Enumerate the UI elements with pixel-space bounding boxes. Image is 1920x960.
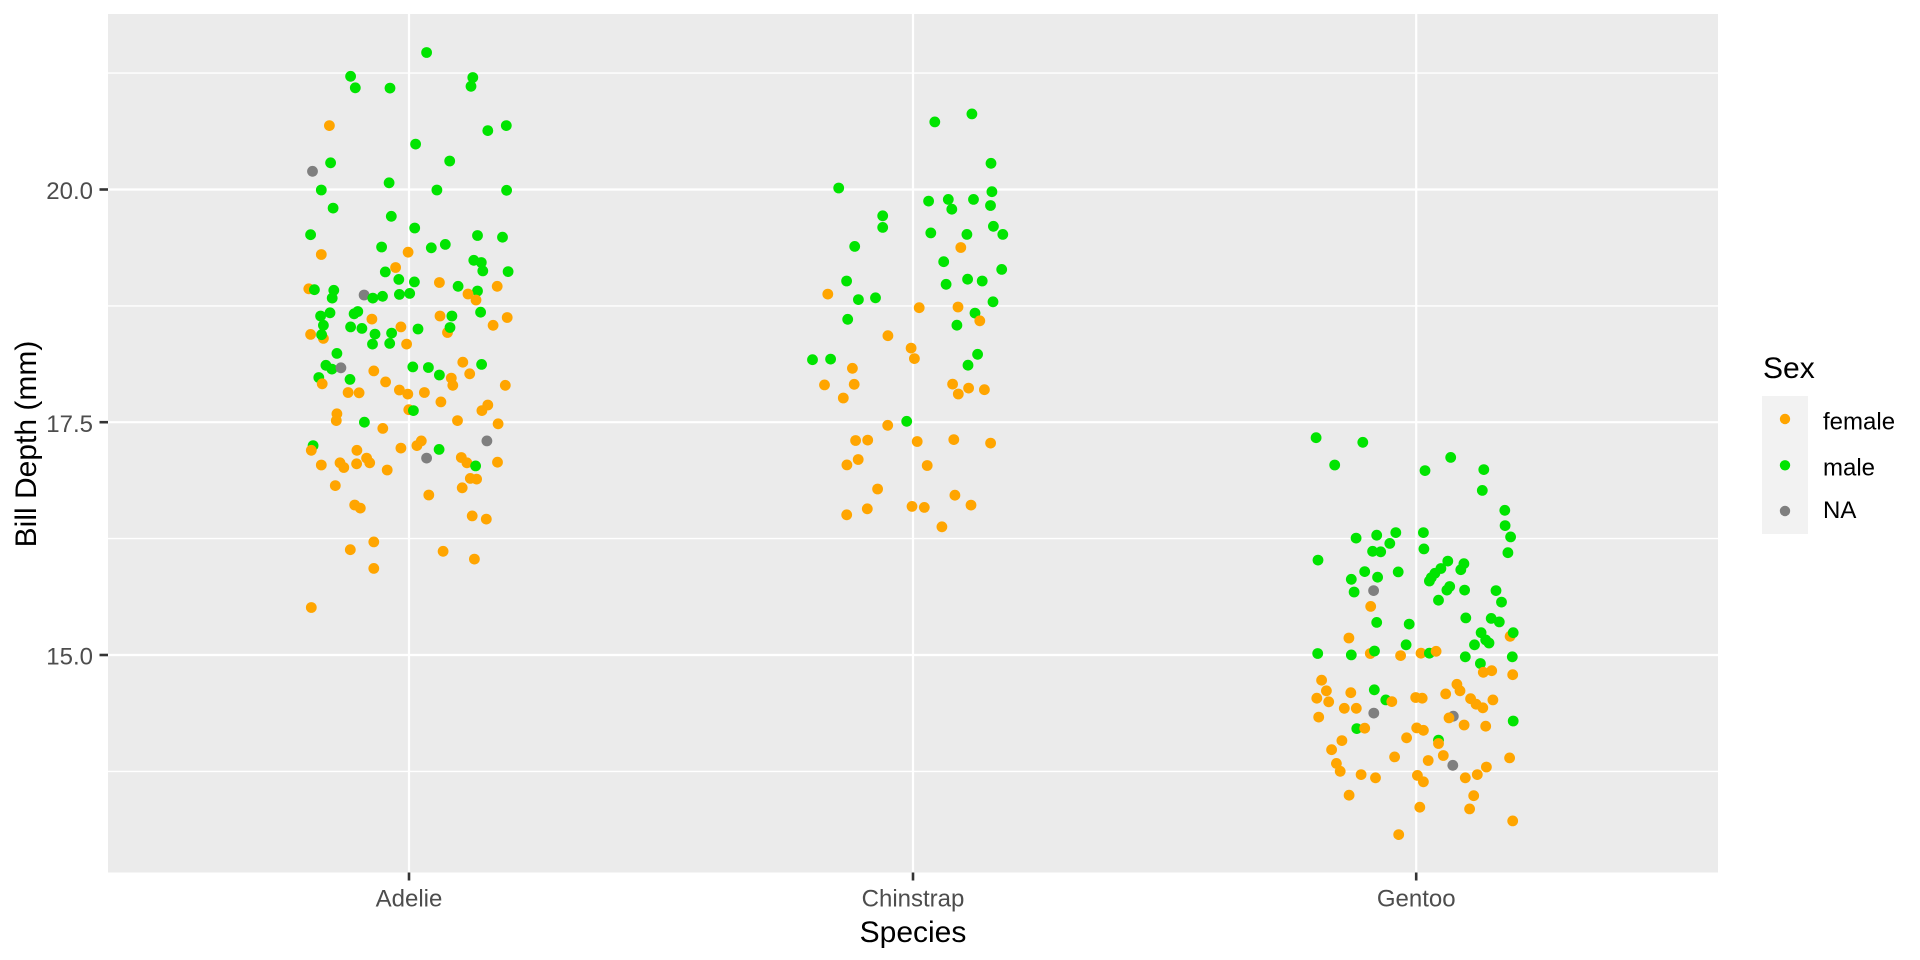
svg-text:male: male xyxy=(1823,455,1875,482)
svg-text:17.5: 17.5 xyxy=(46,411,93,438)
svg-text:female: female xyxy=(1823,409,1895,436)
svg-text:Species: Species xyxy=(860,916,967,949)
svg-text:Adelie: Adelie xyxy=(376,886,443,913)
svg-text:NA: NA xyxy=(1823,497,1856,524)
svg-text:20.0: 20.0 xyxy=(46,178,93,205)
svg-text:Gentoo: Gentoo xyxy=(1377,886,1456,913)
svg-text:Sex: Sex xyxy=(1763,352,1815,385)
svg-text:Bill Depth (mm): Bill Depth (mm) xyxy=(10,341,43,548)
svg-text:Chinstrap: Chinstrap xyxy=(862,886,965,913)
svg-text:15.0: 15.0 xyxy=(46,644,93,671)
